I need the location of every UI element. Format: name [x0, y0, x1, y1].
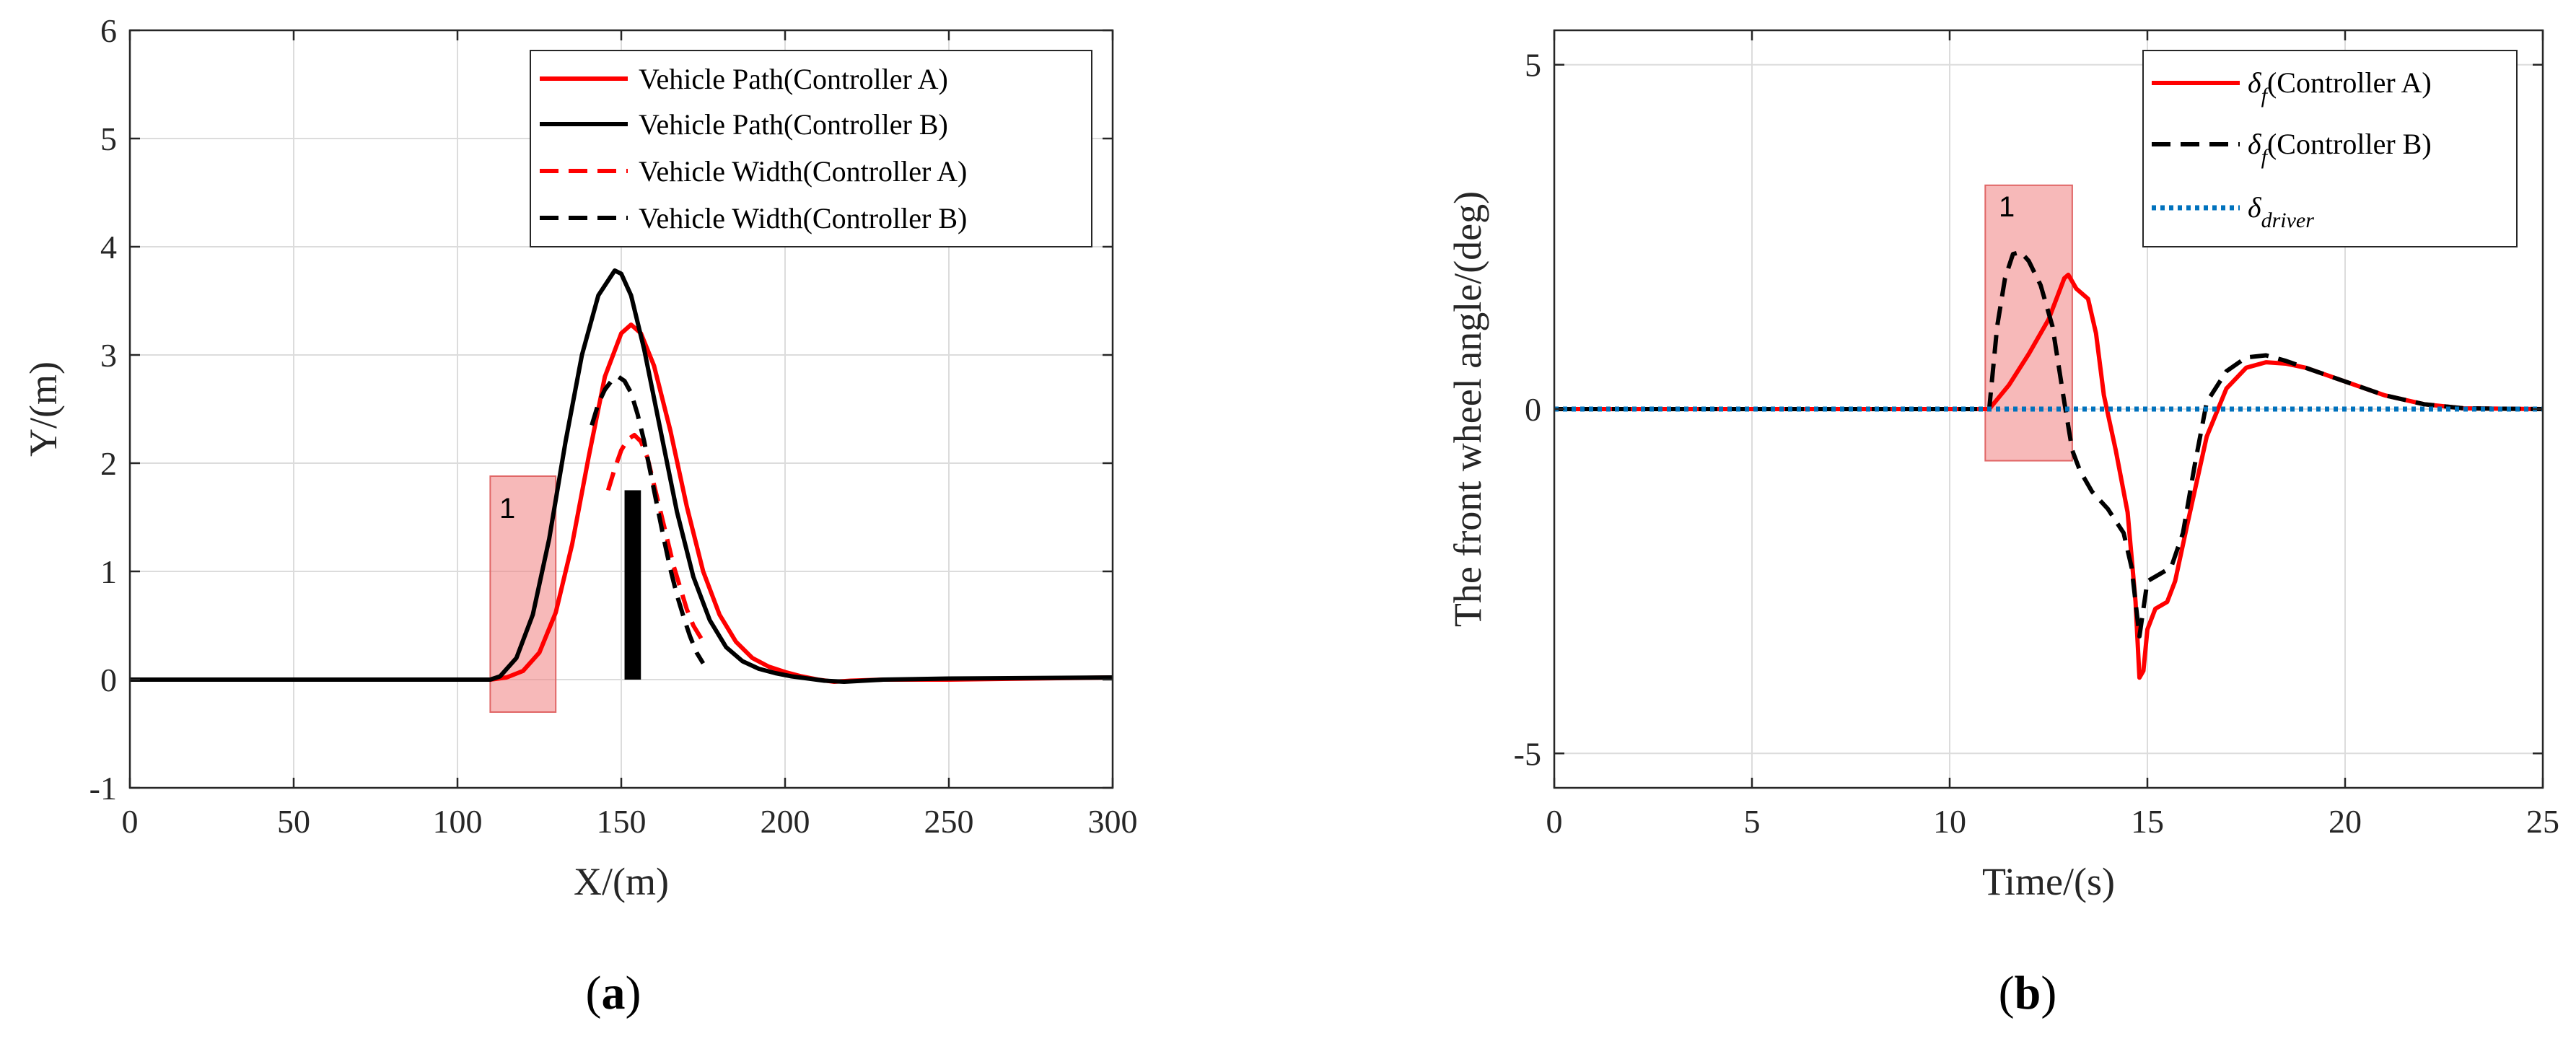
highlight-label-a: 1 — [499, 493, 515, 524]
b-xtick-label-4: 20 — [2329, 803, 2362, 840]
series-lines-a — [130, 268, 1113, 684]
ticks-b: 0 5 10 15 20 25-505 — [1514, 30, 2559, 840]
legend-label-delta-driver: δdriver — [2248, 191, 2314, 232]
y-axis-label-b: The front wheel angle/(deg) — [1446, 191, 1489, 627]
a-xtick-label-3: 150 — [597, 803, 647, 840]
b-ytick-label-1: 0 — [1525, 391, 1541, 428]
legend-label-path-b: Vehicle Path(Controller B) — [639, 108, 948, 141]
b-xtick-label-0: 0 — [1546, 803, 1563, 840]
legend-label-width-a: Vehicle Width(Controller A) — [639, 155, 967, 188]
x-axis-label-b: Time/(s) — [1982, 860, 2115, 903]
a-series-line-1 — [130, 268, 1113, 684]
legend-box-a — [530, 50, 1092, 247]
legend-a: Vehicle Path(Controller A) Vehicle Path(… — [530, 50, 1092, 247]
panel-b: 0 5 10 15 20 25-505 Time/(s) The front wheel … — [1446, 29, 2559, 1019]
a-ytick-label-0: -1 — [89, 770, 117, 807]
a-series-line-2 — [605, 433, 706, 644]
a-ytick-label-2: 1 — [100, 553, 117, 590]
a-xtick-label-5: 250 — [924, 803, 974, 840]
b-ytick-label-2: 5 — [1525, 47, 1541, 84]
highlight-label-b: 1 — [1999, 191, 2015, 223]
b-ytick-label-0: -5 — [1514, 735, 1541, 772]
legend-label-delta-f-a: δf(Controller A) — [2248, 66, 2432, 107]
obstacle-a — [624, 490, 641, 680]
a-xtick-label-0: 0 — [122, 803, 139, 840]
a-ytick-label-5: 4 — [100, 229, 117, 265]
b-series-line-1 — [1554, 250, 2544, 638]
series-lines-b — [1554, 250, 2544, 680]
b-xtick-label-1: 5 — [1744, 803, 1761, 840]
panel-label-a: (a) — [586, 967, 641, 1019]
legend-label-width-b: Vehicle Width(Controller B) — [639, 202, 967, 234]
a-xtick-label-4: 200 — [761, 803, 810, 840]
a-ytick-label-6: 5 — [100, 120, 117, 157]
b-series-line-0 — [1554, 272, 2544, 680]
a-xtick-label-6: 300 — [1088, 803, 1138, 840]
b-xtick-label-3: 15 — [2131, 803, 2164, 840]
panel-label-b: (b) — [1999, 967, 2057, 1019]
a-ytick-label-1: 0 — [100, 662, 117, 698]
a-ytick-label-3: 2 — [100, 445, 117, 482]
b-xtick-label-2: 10 — [1933, 803, 1966, 840]
legend-b: δf(Controller A) δf(Controller B) δdrive… — [2142, 50, 2518, 247]
y-axis-label-a: Y/(m) — [22, 361, 65, 457]
x-axis-label-a: X/(m) — [574, 860, 669, 903]
b-xtick-label-5: 25 — [2526, 803, 2559, 840]
a-series-line-3 — [590, 374, 706, 665]
legend-label-path-a: Vehicle Path(Controller A) — [639, 63, 948, 95]
a-ytick-label-7: 6 — [100, 12, 117, 49]
a-xtick-label-2: 100 — [433, 803, 483, 840]
a-ytick-label-4: 3 — [100, 337, 117, 374]
a-xtick-label-1: 50 — [277, 803, 310, 840]
a-obstacle-rect — [624, 490, 641, 680]
